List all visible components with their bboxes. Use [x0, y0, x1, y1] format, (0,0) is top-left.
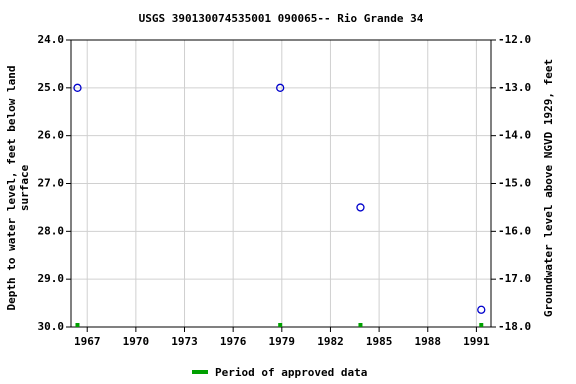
y2-tick-label: -13.0	[498, 81, 531, 94]
data-point	[477, 305, 486, 314]
data-point	[73, 83, 82, 92]
y2-axis-label: Groundwater level above NGVD 1929, feet	[542, 59, 555, 317]
legend-label: Period of approved data	[215, 366, 367, 379]
x-tick-label: 1979	[269, 335, 296, 348]
y-tick-label: 26.0	[38, 129, 65, 142]
y-axis-label: surface	[18, 164, 31, 211]
data-point	[356, 203, 365, 212]
y-tick-label: 28.0	[38, 224, 65, 237]
x-tick-label: 1967	[74, 335, 101, 348]
x-tick-label: 1991	[463, 335, 490, 348]
y-tick-label: 27.0	[38, 177, 65, 190]
y2-tick-label: -12.0	[498, 33, 531, 46]
x-tick-label: 1976	[220, 335, 247, 348]
y-tick-label: 24.0	[38, 33, 65, 46]
y2-tick-label: -16.0	[498, 224, 531, 237]
x-tick-label: 1970	[123, 335, 150, 348]
y2-tick-label: -14.0	[498, 129, 531, 142]
approved-period	[358, 323, 363, 327]
x-tick-label: 1985	[366, 335, 393, 348]
approved-period	[278, 323, 283, 327]
y-tick-label: 25.0	[38, 81, 65, 94]
approved-period	[479, 323, 484, 327]
x-tick-label: 1988	[415, 335, 442, 348]
x-tick-label: 1973	[171, 335, 198, 348]
y-axis-label: Depth to water level, feet below land	[5, 65, 18, 310]
x-tick-label: 1982	[317, 335, 344, 348]
y2-tick-label: -17.0	[498, 272, 531, 285]
y2-tick-label: -18.0	[498, 320, 531, 333]
y2-tick-label: -15.0	[498, 177, 531, 190]
approved-period	[75, 323, 80, 327]
chart-title: USGS 390130074535001 090065-- Rio Grande…	[139, 12, 424, 25]
y-tick-label: 29.0	[38, 272, 65, 285]
data-point	[276, 83, 285, 92]
y-tick-label: 30.0	[38, 320, 65, 333]
